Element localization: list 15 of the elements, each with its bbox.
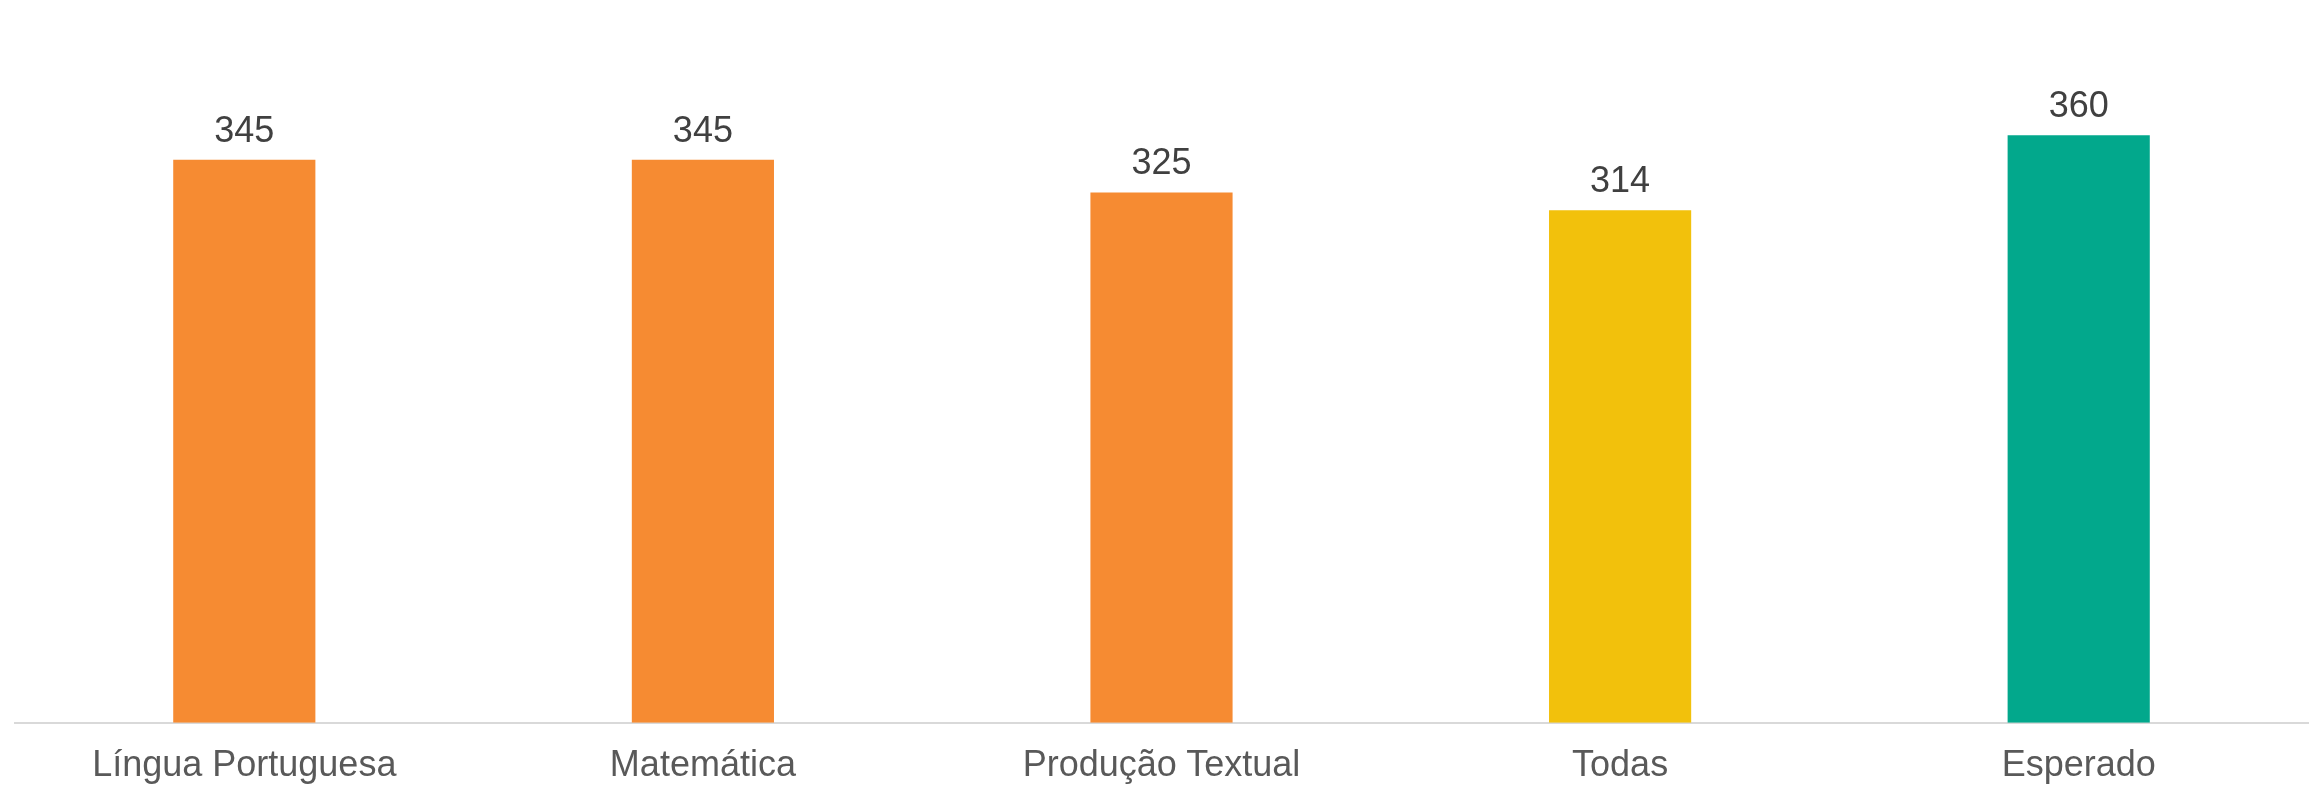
bar	[2007, 135, 2150, 723]
bar	[1090, 192, 1233, 723]
data-label: 360	[2048, 84, 2109, 126]
bar	[1549, 210, 1692, 723]
x-tick-label: Língua Portuguesa	[92, 743, 398, 785]
data-label: 325	[1131, 141, 1192, 183]
data-label: 345	[672, 108, 733, 150]
x-tick-label: Produção Textual	[1022, 743, 1301, 785]
bar	[631, 159, 774, 723]
x-tick-label: Todas	[1572, 743, 1669, 785]
data-label: 314	[1590, 159, 1651, 201]
data-label: 345	[214, 108, 275, 150]
x-tick-label: Esperado	[2001, 743, 2156, 785]
x-tick-label: Matemática	[609, 743, 797, 785]
bar	[173, 159, 316, 723]
